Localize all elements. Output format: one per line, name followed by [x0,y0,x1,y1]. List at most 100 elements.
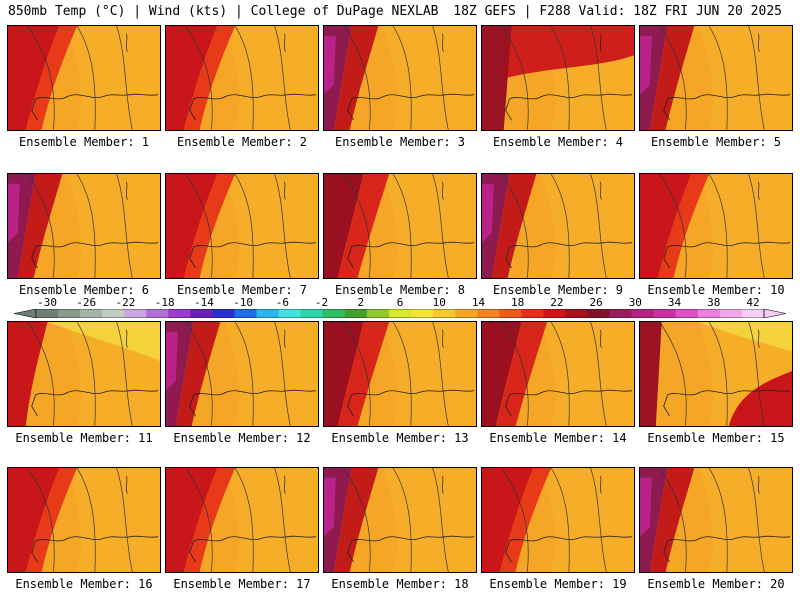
temperature-map [166,322,318,426]
ensemble-member-label: Ensemble Member: 3 [334,135,466,149]
temperature-map [324,26,476,130]
colorbar-swatch [366,309,390,318]
colorbar-swatch [168,309,191,318]
ensemble-map-panel [165,467,319,573]
ensemble-member-label: Ensemble Member: 17 [173,577,311,591]
colorbar-tick-label: 30 [628,296,642,309]
colorbar-tick-label: -30 [37,296,57,309]
colorbar-swatch [80,309,103,318]
ensemble-member-label: Ensemble Member: 4 [492,135,624,149]
ensemble-member-label: Ensemble Member: 15 [647,431,785,445]
colorbar-swatch [102,309,125,318]
ensemble-map-panel [481,467,635,573]
colorbar-swatch [631,309,654,318]
colorbar-tick-label: -10 [233,296,254,309]
ensemble-map-panel [323,321,477,427]
colorbar-swatch [256,309,279,318]
colorbar-tick-label: 10 [432,296,446,309]
temperature-map [166,174,318,278]
colorbar-tick-label: -22 [115,296,136,309]
colorbar-swatch [653,309,677,318]
ensemble-member-label: Ensemble Member: 18 [331,577,469,591]
colorbar-tick-label: 26 [589,296,603,309]
colorbar-swatch [278,309,302,318]
colorbar-swatch [543,309,566,318]
colorbar-tick-label: -6 [275,296,289,309]
colorbar-swatch [124,309,147,318]
ensemble-map-panel [639,321,793,427]
ensemble-map-panel [323,467,477,573]
ensemble-map-panel [639,173,793,279]
ensemble-map-panel [323,173,477,279]
ensemble-map-panel [323,25,477,131]
ensemble-map-panel [639,25,793,131]
colorbar-swatch [146,309,169,318]
ensemble-member-label: Ensemble Member: 7 [176,283,308,297]
ensemble-member-label: Ensemble Member: 2 [176,135,308,149]
colorbar-swatch [587,309,610,318]
ensemble-member-label: Ensemble Member: 9 [492,283,624,297]
temperature-map [640,322,792,426]
colorbar-tick-label: -14 [193,296,214,309]
ensemble-map-panel [481,321,635,427]
temperature-map [640,174,792,278]
colorbar-swatch [499,309,522,318]
colorbar-swatch [477,309,500,318]
temperature-map [324,468,476,572]
temperature-map [482,174,634,278]
ensemble-map-panel [165,173,319,279]
ensemble-map-panel [481,173,635,279]
colorbar-tick-label: 2 [357,296,365,309]
temperature-map [324,174,476,278]
colorbar-swatch [565,309,588,318]
colorbar-tick-label: -26 [76,296,97,309]
ensemble-member-label: Ensemble Member: 6 [18,283,150,297]
temperature-map [8,322,160,426]
ensemble-map-panel [165,25,319,131]
colorbar-svg [14,309,786,318]
ensemble-map-panel [7,467,161,573]
colorbar-tick-label: 22 [550,296,564,309]
temperature-map [482,322,634,426]
colorbar-tick-label: 42 [746,296,760,309]
colorbar-swatch [609,309,632,318]
ensemble-member-label: Ensemble Member: 20 [647,577,785,591]
colorbar-tick-label: -2 [314,296,329,309]
temperature-map [166,26,318,130]
temperature-map [324,322,476,426]
colorbar-tick-label: 34 [667,296,682,309]
colorbar-swatch [36,309,59,318]
ensemble-map-panel [7,173,161,279]
ensemble-member-label: Ensemble Member: 13 [331,431,469,445]
temperature-map [166,468,318,572]
colorbar-swatch [212,309,235,318]
colorbar-tick-label: 14 [471,296,486,309]
colorbar-swatch [719,309,743,318]
colorbar-swatch [300,309,324,318]
colorbar-swatch [190,309,213,318]
temperature-map [8,26,160,130]
ensemble-member-label: Ensemble Member: 5 [650,135,782,149]
ensemble-member-label: Ensemble Member: 11 [15,431,153,445]
temperature-map [640,468,792,572]
colorbar-tick-label: -18 [154,296,175,309]
header-title: 850mb Temp (°C) | Wind (kts) | College o… [8,4,439,19]
colorbar-swatch [741,309,765,318]
ensemble-member-label: Ensemble Member: 12 [173,431,311,445]
colorbar-swatch [675,309,699,318]
colorbar-swatch [344,309,368,318]
colorbar-swatch [58,309,81,318]
colorbar-tick-label: 38 [707,296,721,309]
colorbar-swatch [234,309,257,318]
ensemble-member-label: Ensemble Member: 16 [15,577,153,591]
temperature-map [482,26,634,130]
temperature-map [8,468,160,572]
temperature-map [640,26,792,130]
header-run-info: 18Z GEFS | F288 Valid: 18Z FRI JUN 20 20… [453,4,782,19]
ensemble-member-label: Ensemble Member: 1 [18,135,150,149]
temperature-map [8,174,160,278]
colorbar-swatch [322,309,346,318]
colorbar-swatch [697,309,721,318]
ensemble-map-panel [7,25,161,131]
ensemble-map-panel [639,467,793,573]
